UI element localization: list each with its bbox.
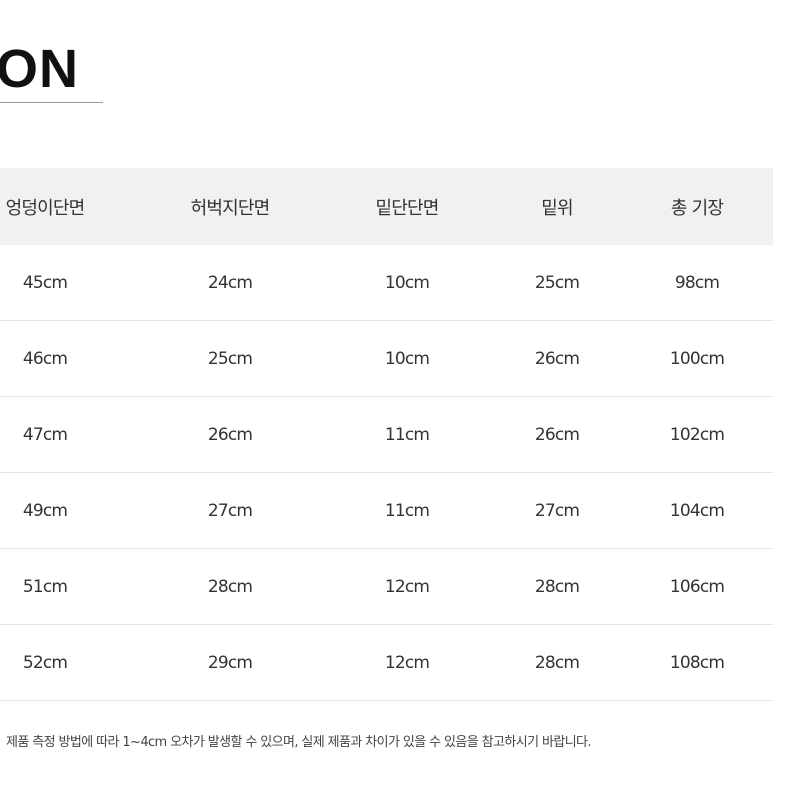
table-cell: 29cm — [207, 652, 253, 673]
table-cell: 46cm — [22, 348, 68, 369]
table-cell: 47cm — [22, 424, 68, 445]
table-cell: 26cm — [534, 424, 580, 445]
table-cell: 100cm — [669, 348, 725, 369]
table-cell: 10cm — [384, 272, 430, 293]
table-cell: 108cm — [669, 652, 725, 673]
table-cell: 28cm — [207, 576, 253, 597]
table-cell: 25cm — [207, 348, 253, 369]
column-header: 엉덩이단면 — [5, 197, 86, 219]
table-cell: 27cm — [207, 500, 253, 521]
table-row: 51cm 28cm 12cm 28cm 106cm — [0, 549, 773, 625]
title-underline — [0, 102, 103, 103]
table-cell: 10cm — [384, 348, 430, 369]
column-header: 총 기장 — [670, 197, 724, 219]
table-cell: 52cm — [22, 652, 68, 673]
size-table: 엉덩이단면 허벅지단면 밑단단면 밑위 총 기장 45cm 24cm 10cm 25cm 98c… — [0, 168, 773, 701]
table-cell: 28cm — [534, 652, 580, 673]
column-header: 밑위 — [541, 197, 573, 219]
table-cell: 102cm — [669, 424, 725, 445]
table-row: 45cm 24cm 10cm 25cm 98cm — [0, 245, 773, 321]
table-cell: 104cm — [669, 500, 725, 521]
table-header-row: 엉덩이단면 허벅지단면 밑단단면 밑위 총 기장 — [0, 168, 773, 245]
table-cell: 25cm — [534, 272, 580, 293]
table-cell: 12cm — [384, 652, 430, 673]
table-cell: 26cm — [207, 424, 253, 445]
table-cell: 49cm — [22, 500, 68, 521]
table-cell: 11cm — [384, 500, 430, 521]
table-cell: 98cm — [674, 272, 720, 293]
column-header: 허벅지단면 — [190, 197, 271, 219]
section-title: ON — [0, 39, 79, 99]
table-row: 47cm 26cm 11cm 26cm 102cm — [0, 397, 773, 473]
measurement-note: 제품 측정 방법에 따라 1~4cm 오차가 발생할 수 있으며, 실제 제품과… — [6, 735, 592, 750]
table-row: 49cm 27cm 11cm 27cm 104cm — [0, 473, 773, 549]
table-cell: 24cm — [207, 272, 253, 293]
table-row: 52cm 29cm 12cm 28cm 108cm — [0, 625, 773, 701]
column-header: 밑단단면 — [375, 197, 439, 219]
table-cell: 51cm — [22, 576, 68, 597]
table-cell: 11cm — [384, 424, 430, 445]
table-cell: 28cm — [534, 576, 580, 597]
table-cell: 12cm — [384, 576, 430, 597]
table-cell: 45cm — [22, 272, 68, 293]
table-cell: 106cm — [669, 576, 725, 597]
table-row: 46cm 25cm 10cm 26cm 100cm — [0, 321, 773, 397]
table-cell: 27cm — [534, 500, 580, 521]
table-cell: 26cm — [534, 348, 580, 369]
